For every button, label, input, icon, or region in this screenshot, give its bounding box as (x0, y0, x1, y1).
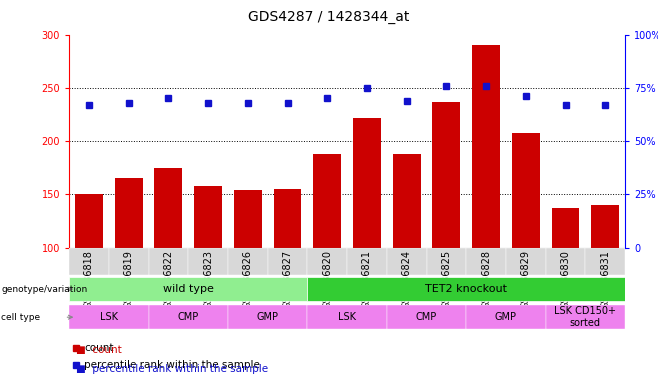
Bar (313, 154, 341, 354)
Text: GSM686830: GSM686830 (561, 250, 570, 309)
Text: CMP: CMP (178, 312, 199, 322)
Text: GSM686822: GSM686822 (163, 250, 173, 310)
FancyBboxPatch shape (586, 248, 625, 275)
Bar (234, 190, 262, 354)
FancyBboxPatch shape (228, 248, 268, 275)
Text: LSK: LSK (100, 312, 118, 322)
FancyBboxPatch shape (69, 248, 109, 275)
Text: GSM686827: GSM686827 (282, 250, 293, 310)
Text: GMP: GMP (495, 312, 517, 322)
Text: GSM686821: GSM686821 (362, 250, 372, 310)
Text: GSM686831: GSM686831 (600, 250, 610, 309)
Text: wild type: wild type (163, 284, 214, 294)
Text: GSM686829: GSM686829 (521, 250, 531, 310)
Text: ■  percentile rank within the sample: ■ percentile rank within the sample (76, 364, 268, 374)
Text: GSM686828: GSM686828 (481, 250, 491, 310)
Text: LSK CD150+
sorted: LSK CD150+ sorted (555, 306, 617, 328)
Bar (155, 168, 182, 354)
FancyBboxPatch shape (545, 248, 586, 275)
Text: genotype/variation: genotype/variation (1, 285, 88, 294)
Bar (432, 102, 461, 354)
Text: GSM686818: GSM686818 (84, 250, 94, 309)
Bar (307, 277, 625, 301)
Bar (387, 305, 467, 329)
Bar (545, 305, 625, 329)
Bar (512, 132, 540, 354)
Text: LSK: LSK (338, 312, 356, 322)
Text: ■  count: ■ count (76, 345, 122, 355)
Bar (551, 208, 580, 354)
Bar (467, 305, 545, 329)
Text: CMP: CMP (416, 312, 437, 322)
FancyBboxPatch shape (506, 248, 545, 275)
FancyBboxPatch shape (149, 248, 188, 275)
FancyBboxPatch shape (387, 248, 426, 275)
Text: GSM686824: GSM686824 (401, 250, 412, 310)
Text: count: count (84, 343, 114, 353)
FancyBboxPatch shape (347, 248, 387, 275)
Bar (353, 118, 381, 354)
Bar (194, 186, 222, 354)
Text: GSM686820: GSM686820 (322, 250, 332, 310)
FancyBboxPatch shape (188, 248, 228, 275)
Text: GSM686823: GSM686823 (203, 250, 213, 310)
Text: GMP: GMP (257, 312, 279, 322)
Bar (75, 194, 103, 354)
Bar (149, 305, 228, 329)
FancyBboxPatch shape (268, 248, 307, 275)
Bar (592, 205, 619, 354)
Text: GSM686819: GSM686819 (124, 250, 134, 309)
Bar (69, 277, 307, 301)
Bar (393, 154, 420, 354)
FancyBboxPatch shape (426, 248, 467, 275)
Bar (307, 305, 387, 329)
Text: GSM686825: GSM686825 (442, 250, 451, 310)
FancyBboxPatch shape (109, 248, 149, 275)
Bar (69, 305, 149, 329)
FancyBboxPatch shape (467, 248, 506, 275)
Text: percentile rank within the sample: percentile rank within the sample (84, 360, 260, 370)
Bar (228, 305, 307, 329)
Bar (274, 189, 301, 354)
FancyBboxPatch shape (307, 248, 347, 275)
Bar (114, 179, 143, 354)
Text: GDS4287 / 1428344_at: GDS4287 / 1428344_at (248, 10, 410, 23)
Bar (472, 45, 500, 354)
Text: cell type: cell type (1, 313, 40, 322)
Text: TET2 knockout: TET2 knockout (425, 284, 507, 294)
Text: GSM686826: GSM686826 (243, 250, 253, 310)
